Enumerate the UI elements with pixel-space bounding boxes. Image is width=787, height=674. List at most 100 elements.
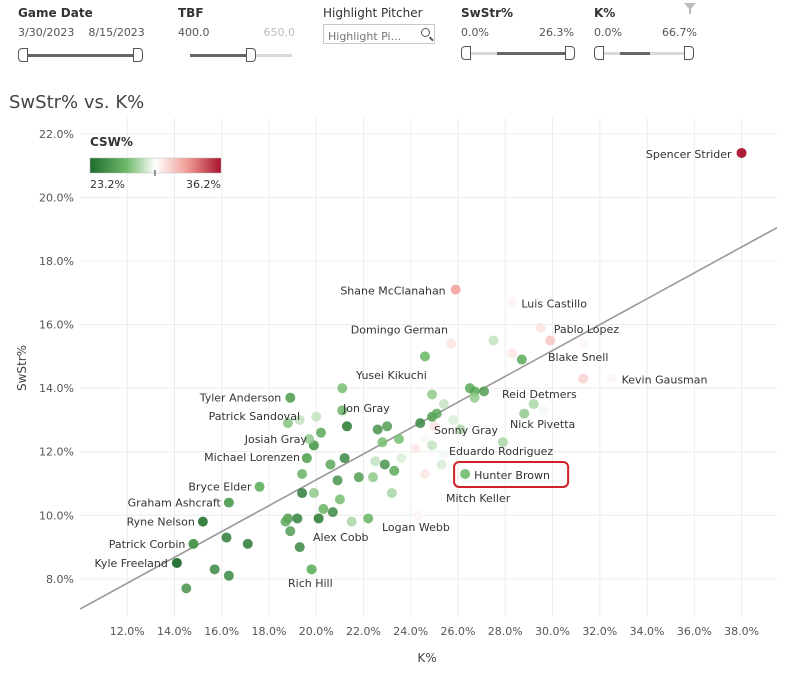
point[interactable] bbox=[332, 475, 343, 486]
point[interactable] bbox=[327, 507, 338, 518]
point-luis-castillo[interactable] bbox=[507, 297, 518, 308]
point[interactable] bbox=[516, 354, 527, 365]
point-tyler-anderson[interactable] bbox=[285, 392, 296, 403]
point[interactable] bbox=[346, 516, 357, 527]
point[interactable] bbox=[294, 542, 305, 553]
point[interactable] bbox=[507, 348, 518, 359]
point[interactable] bbox=[464, 383, 475, 394]
point[interactable] bbox=[393, 434, 404, 445]
point[interactable] bbox=[488, 335, 499, 346]
point[interactable] bbox=[325, 459, 336, 470]
point-mitch-keller[interactable] bbox=[436, 459, 447, 470]
point[interactable] bbox=[308, 488, 319, 499]
point-hunter-brown[interactable] bbox=[460, 468, 471, 479]
point[interactable] bbox=[209, 564, 220, 575]
swstr-slider[interactable] bbox=[467, 52, 571, 55]
point-kyle-freeland[interactable] bbox=[171, 557, 182, 568]
point-logan-webb[interactable] bbox=[412, 510, 423, 521]
point[interactable] bbox=[448, 414, 459, 425]
k-min-handle[interactable] bbox=[594, 46, 604, 60]
point[interactable] bbox=[337, 405, 348, 416]
point[interactable] bbox=[367, 472, 378, 483]
x-tick-label: 34.0% bbox=[630, 625, 665, 638]
point[interactable] bbox=[337, 383, 348, 394]
point[interactable] bbox=[294, 414, 305, 425]
point[interactable] bbox=[415, 418, 426, 429]
point[interactable] bbox=[410, 443, 421, 454]
point[interactable] bbox=[339, 453, 350, 464]
game-date-end-handle[interactable] bbox=[133, 48, 143, 62]
point[interactable] bbox=[497, 437, 508, 448]
point[interactable] bbox=[545, 335, 556, 346]
point[interactable] bbox=[181, 583, 192, 594]
point[interactable] bbox=[297, 488, 308, 499]
point[interactable] bbox=[431, 408, 442, 419]
point-ryne-nelson[interactable] bbox=[197, 516, 208, 527]
point-shane-mcclanahan[interactable] bbox=[450, 284, 461, 295]
point[interactable] bbox=[372, 424, 383, 435]
point-sonny-gray[interactable] bbox=[429, 421, 440, 432]
point-pablo-lopez[interactable] bbox=[535, 322, 546, 333]
swstr-min-handle[interactable] bbox=[461, 46, 471, 60]
highlight-pitcher-search[interactable] bbox=[323, 24, 435, 45]
point[interactable] bbox=[370, 456, 381, 467]
tbf-handle[interactable] bbox=[246, 48, 256, 62]
point-kevin-gausman[interactable] bbox=[606, 373, 617, 384]
point[interactable] bbox=[396, 453, 407, 464]
point[interactable] bbox=[479, 386, 490, 397]
point-domingo-german[interactable] bbox=[445, 338, 456, 349]
point[interactable] bbox=[386, 488, 397, 499]
point[interactable] bbox=[419, 434, 430, 445]
point[interactable] bbox=[353, 472, 364, 483]
point[interactable] bbox=[389, 465, 400, 476]
k-slider[interactable] bbox=[600, 52, 690, 55]
point[interactable] bbox=[419, 468, 430, 479]
point[interactable] bbox=[469, 392, 480, 403]
point[interactable] bbox=[280, 516, 291, 527]
point-yusei-kikuchi[interactable] bbox=[419, 351, 430, 362]
point[interactable] bbox=[438, 399, 449, 410]
point[interactable] bbox=[315, 427, 326, 438]
point[interactable] bbox=[379, 459, 390, 470]
point-patrick-corbin[interactable] bbox=[188, 538, 199, 549]
point[interactable] bbox=[242, 538, 253, 549]
point[interactable] bbox=[297, 468, 308, 479]
highlight-pitcher-input[interactable] bbox=[324, 28, 420, 45]
point-blake-snell[interactable] bbox=[578, 373, 589, 384]
point[interactable] bbox=[455, 424, 466, 435]
tbf-slider[interactable] bbox=[190, 54, 292, 57]
point[interactable] bbox=[318, 503, 329, 514]
point[interactable] bbox=[304, 434, 315, 445]
point-rich-hill[interactable] bbox=[306, 564, 317, 575]
point[interactable] bbox=[334, 494, 345, 505]
point-spencer-strider[interactable] bbox=[736, 147, 747, 158]
point[interactable] bbox=[427, 440, 438, 451]
point[interactable] bbox=[285, 526, 296, 537]
point[interactable] bbox=[311, 411, 322, 422]
game-date-slider[interactable] bbox=[24, 54, 139, 57]
point[interactable] bbox=[382, 421, 393, 432]
funnel-icon[interactable] bbox=[684, 3, 696, 14]
point-alex-cobb[interactable] bbox=[313, 513, 324, 524]
point-nick-pivetta[interactable] bbox=[538, 405, 549, 416]
point[interactable] bbox=[528, 399, 539, 410]
point[interactable] bbox=[377, 437, 388, 448]
point-bryce-elder[interactable] bbox=[254, 481, 265, 492]
swstr-max-handle[interactable] bbox=[565, 46, 575, 60]
point-label: Spencer Strider bbox=[646, 148, 732, 161]
point[interactable] bbox=[363, 513, 374, 524]
point[interactable] bbox=[578, 338, 589, 349]
game-date-start-handle[interactable] bbox=[18, 48, 28, 62]
point[interactable] bbox=[223, 570, 234, 581]
search-icon[interactable] bbox=[421, 28, 430, 37]
point[interactable] bbox=[221, 532, 232, 543]
point-patrick-sandoval[interactable] bbox=[282, 418, 293, 429]
point[interactable] bbox=[519, 408, 530, 419]
point[interactable] bbox=[292, 513, 303, 524]
point-eduardo-rodriguez[interactable] bbox=[438, 449, 449, 460]
k-max-handle[interactable] bbox=[684, 46, 694, 60]
point-graham-ashcraft[interactable] bbox=[223, 497, 234, 508]
point-michael-lorenzen[interactable] bbox=[301, 453, 312, 464]
point-jon-gray[interactable] bbox=[341, 421, 352, 432]
point[interactable] bbox=[427, 389, 438, 400]
